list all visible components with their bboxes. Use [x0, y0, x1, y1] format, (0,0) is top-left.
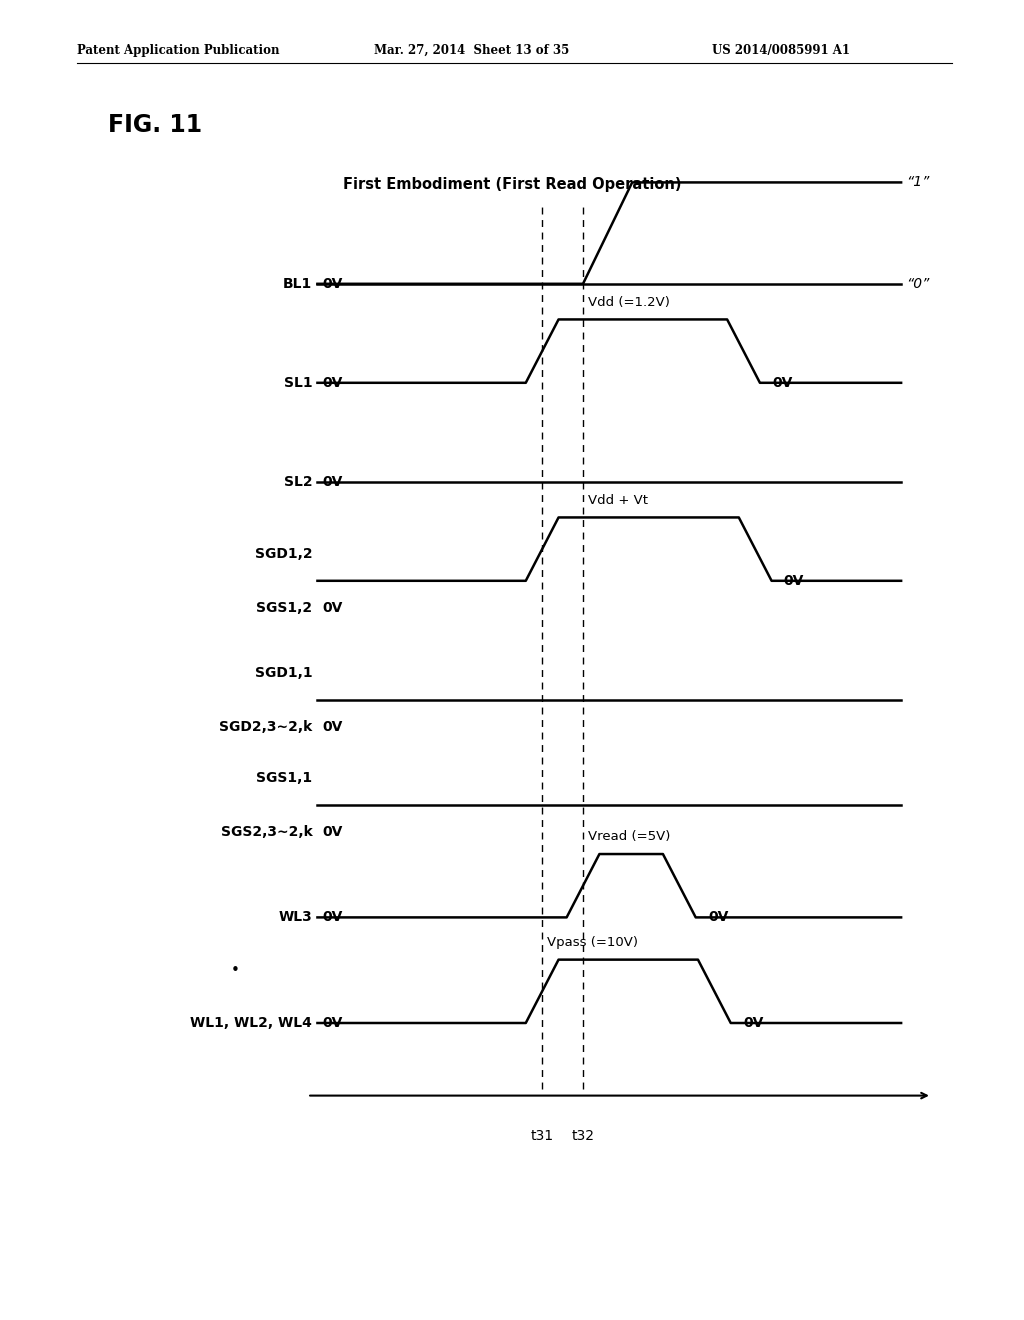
Text: SGD2,3∼2,k: SGD2,3∼2,k	[219, 719, 312, 734]
Text: US 2014/0085991 A1: US 2014/0085991 A1	[712, 44, 850, 57]
Text: SGS1,1: SGS1,1	[256, 771, 312, 785]
Text: Vdd (=1.2V): Vdd (=1.2V)	[588, 296, 670, 309]
Text: 0V: 0V	[323, 475, 343, 488]
Text: SL1: SL1	[284, 376, 312, 389]
Text: 0V: 0V	[323, 376, 343, 389]
Text: 0V: 0V	[323, 825, 343, 840]
Text: 0V: 0V	[323, 601, 343, 615]
Text: FIG. 11: FIG. 11	[108, 114, 202, 137]
Text: 0V: 0V	[323, 1016, 343, 1030]
Text: “0”: “0”	[906, 277, 930, 290]
Text: First Embodiment (First Read Operation): First Embodiment (First Read Operation)	[343, 177, 681, 193]
Text: SL2: SL2	[284, 475, 312, 488]
Text: WL3: WL3	[279, 911, 312, 924]
Text: •: •	[231, 962, 240, 978]
Text: Mar. 27, 2014  Sheet 13 of 35: Mar. 27, 2014 Sheet 13 of 35	[374, 44, 569, 57]
Text: BL1: BL1	[283, 277, 312, 290]
Text: Patent Application Publication: Patent Application Publication	[77, 44, 280, 57]
Text: 0V: 0V	[708, 911, 728, 924]
Text: Vdd + Vt: Vdd + Vt	[588, 494, 648, 507]
Text: 0V: 0V	[323, 277, 343, 290]
Text: 0V: 0V	[772, 376, 793, 389]
Text: 0V: 0V	[323, 911, 343, 924]
Text: 0V: 0V	[323, 719, 343, 734]
Text: SGD1,2: SGD1,2	[255, 546, 312, 561]
Text: 0V: 0V	[784, 574, 804, 587]
Text: SGS1,2: SGS1,2	[256, 601, 312, 615]
Text: “1”: “1”	[906, 176, 930, 190]
Text: t31: t31	[530, 1129, 554, 1143]
Text: SGD1,1: SGD1,1	[255, 665, 312, 680]
Text: SGS2,3∼2,k: SGS2,3∼2,k	[220, 825, 312, 840]
Text: 0V: 0V	[743, 1016, 763, 1030]
Text: t32: t32	[571, 1129, 595, 1143]
Text: Vpass (=10V): Vpass (=10V)	[547, 936, 638, 949]
Text: WL1, WL2, WL4: WL1, WL2, WL4	[190, 1016, 312, 1030]
Text: Vread (=5V): Vread (=5V)	[588, 830, 671, 843]
